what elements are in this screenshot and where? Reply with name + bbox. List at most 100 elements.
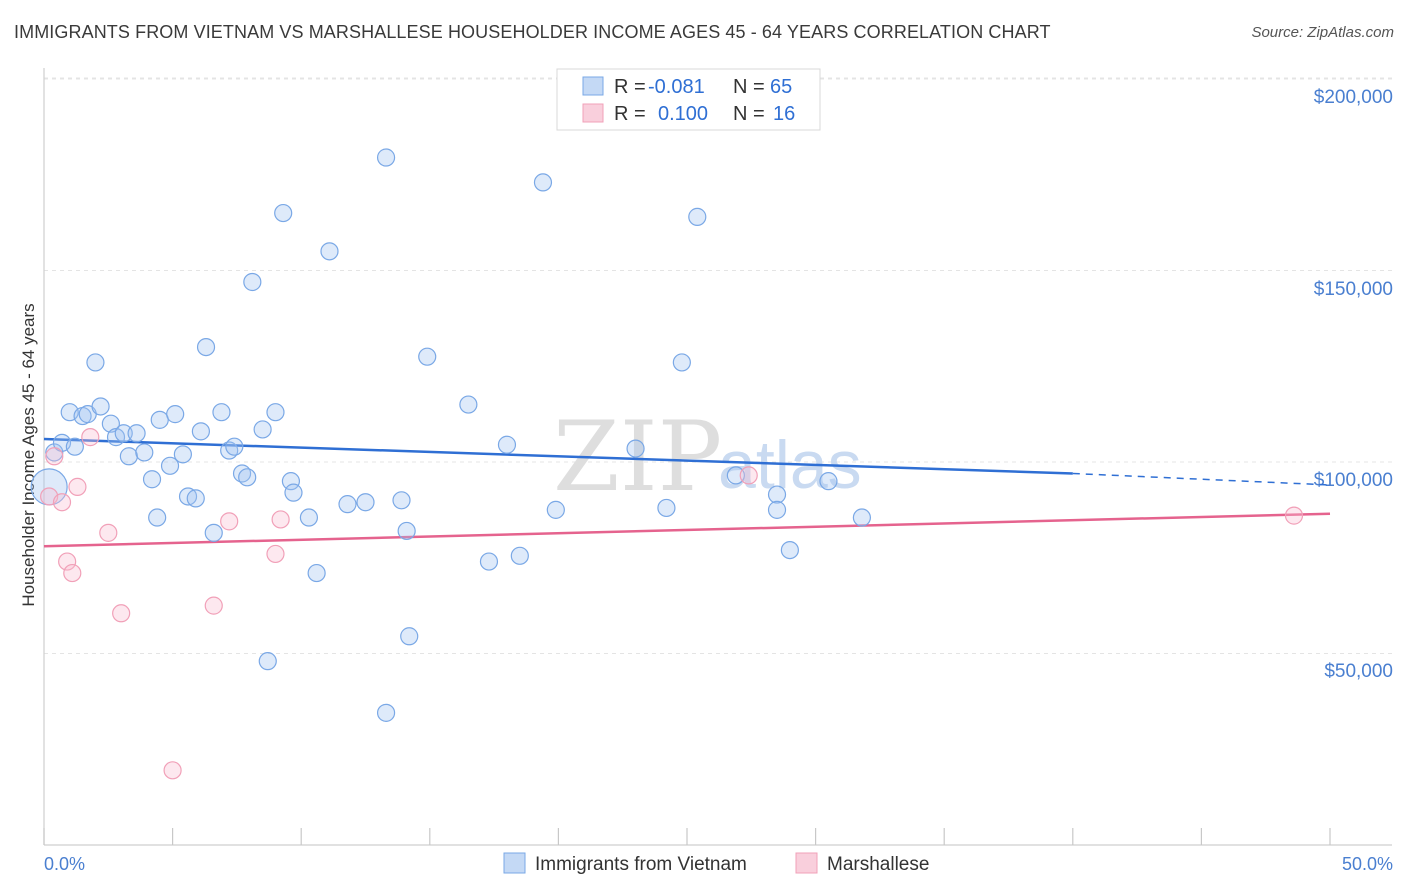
vietnam-point	[479, 552, 499, 571]
vietnam-point	[150, 410, 169, 429]
vietnam-point	[626, 439, 645, 458]
vietnam-point	[657, 498, 676, 518]
vietnam-point	[376, 148, 396, 167]
vietnam-point	[204, 523, 223, 542]
vietnam-point	[780, 540, 799, 560]
vietnam-point	[160, 456, 180, 475]
vietnam-point	[284, 483, 303, 502]
vietnam-point	[142, 470, 162, 489]
vietnam-point	[148, 508, 167, 527]
vietnam-point	[376, 703, 396, 722]
vietnam-point	[392, 491, 411, 510]
legend-n-label-marshallese: N =	[733, 103, 765, 125]
legend-r-label-vietnam: R =	[614, 76, 646, 98]
vietnam-point	[238, 468, 257, 487]
vietnam-point	[533, 173, 553, 192]
trend-line-vietnam	[43, 437, 1073, 475]
marshallese-point	[68, 477, 87, 496]
vietnam-point	[127, 424, 146, 443]
vietnam-point	[225, 437, 244, 456]
vietnam-point	[166, 405, 185, 424]
vietnam-point	[356, 493, 375, 512]
marshallese-point	[45, 447, 64, 466]
vietnam-point	[258, 652, 277, 671]
series-label-marshallese: Marshallese	[827, 854, 929, 875]
marshallese-point	[99, 523, 118, 542]
vietnam-point	[307, 563, 326, 583]
marshallese-point	[163, 761, 182, 780]
legend-r-value-marshallese: 0.100	[658, 103, 708, 125]
vietnam-point	[243, 272, 262, 292]
vietnam-point	[299, 508, 319, 527]
vietnam-point	[726, 466, 745, 485]
legend-r-value-vietnam: -0.081	[648, 76, 705, 98]
series-swatch-marshallese	[795, 852, 818, 874]
legend-n-label-vietnam: N =	[733, 76, 765, 98]
source-label: Source: ZipAtlas.com	[1251, 24, 1394, 41]
vietnam-point	[546, 500, 565, 519]
series-swatch-vietnam	[503, 852, 526, 874]
vietnam-point	[114, 424, 133, 443]
marshallese-point	[266, 544, 285, 564]
y-tick-label-50000: $50,000	[1324, 661, 1393, 682]
vietnam-point	[186, 489, 205, 508]
y-axis-label: Householder Income Ages 45 - 64 years	[19, 303, 38, 606]
vietnam-point	[672, 353, 691, 372]
series-label-vietnam: Immigrants from Vietnam	[535, 854, 747, 875]
vietnam-point	[274, 203, 293, 223]
vietnam-point	[852, 508, 871, 527]
trend-line-marshallese	[43, 512, 1331, 548]
vietnam-point	[196, 338, 216, 357]
y-tick-label-200000: $200,000	[1314, 87, 1393, 108]
vietnam-point	[510, 546, 529, 565]
scatter-points	[30, 148, 1304, 780]
trend-line-vietnam-extrapolated	[1072, 472, 1331, 486]
vietnam-point	[688, 207, 707, 226]
y-tick-label-150000: $150,000	[1314, 279, 1393, 300]
correlation-legend: R = -0.081 N = 65 R = 0.100 N = 16	[556, 68, 821, 131]
vietnam-point	[397, 521, 416, 541]
vietnam-point	[281, 472, 301, 491]
marshallese-point	[81, 428, 100, 447]
x-tick-label-min: 0.0%	[44, 854, 85, 874]
x-tick-label-max: 50.0%	[1342, 854, 1393, 874]
vietnam-point	[65, 437, 84, 456]
marshallese-point	[52, 493, 72, 512]
vietnam-point	[45, 443, 64, 462]
legend-swatch-vietnam	[582, 76, 604, 96]
marshallese-point	[58, 552, 77, 571]
vietnam-point	[418, 347, 437, 366]
x-axis-ticks	[43, 828, 1331, 845]
vietnam-point	[119, 447, 138, 466]
marshallese-point	[1284, 506, 1304, 525]
marshallese-point	[220, 512, 239, 531]
vietnam-point	[819, 472, 838, 491]
marshallese-point	[739, 466, 758, 485]
vietnam-point	[253, 420, 272, 439]
vietnam-point	[173, 445, 192, 464]
legend-swatch-marshallese	[582, 103, 604, 123]
vietnam-point	[191, 422, 210, 441]
series-legend: Immigrants from Vietnam Marshallese	[503, 852, 929, 875]
marshallese-point	[63, 563, 82, 583]
gridlines	[44, 77, 1392, 654]
marshallese-point	[112, 604, 131, 623]
vietnam-point	[497, 435, 517, 454]
legend-n-value-vietnam: 65	[770, 76, 792, 98]
vietnam-point	[320, 242, 339, 261]
vietnam-point	[135, 443, 154, 462]
marshallese-point	[271, 510, 290, 529]
legend-n-value-marshallese: 16	[773, 103, 795, 125]
vietnam-point	[459, 395, 478, 414]
vietnam-point	[266, 403, 285, 422]
trend-lines	[43, 437, 1331, 548]
legend-r-label-marshallese: R =	[614, 103, 646, 125]
vietnam-point	[91, 397, 110, 416]
y-tick-label-100000: $100,000	[1314, 470, 1393, 491]
vietnam-point	[767, 500, 787, 519]
vietnam-point	[338, 495, 357, 514]
chart-title: IMMIGRANTS FROM VIETNAM VS MARSHALLESE H…	[14, 22, 1051, 42]
marshallese-point	[204, 596, 223, 615]
vietnam-point	[400, 627, 419, 646]
